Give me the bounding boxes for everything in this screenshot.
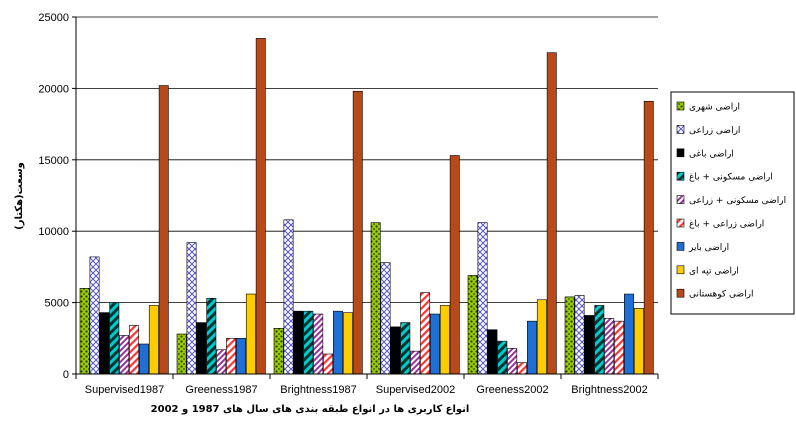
- legend-swatch: [676, 101, 685, 111]
- bars: [79, 38, 654, 375]
- bar: [643, 100, 654, 375]
- bar: [517, 362, 528, 375]
- bar: [527, 320, 537, 375]
- bar: [333, 310, 343, 375]
- legend-label: اراضی تپه ای: [689, 266, 739, 276]
- y-tick-label: 10000: [38, 226, 69, 238]
- bar: [497, 340, 508, 375]
- bar: [536, 299, 547, 375]
- bar: [467, 275, 478, 375]
- legend-box: [670, 91, 795, 315]
- bar: [255, 38, 266, 375]
- x-tick-label: Brightness2002: [571, 384, 647, 396]
- bar: [186, 242, 197, 375]
- x-tick-label: Greeness2002: [476, 384, 548, 396]
- x-tick-label: Brightness1987: [280, 384, 356, 396]
- bar: [410, 350, 421, 375]
- bar: [119, 335, 130, 375]
- legend-swatch: [676, 265, 685, 275]
- bar: [176, 333, 187, 375]
- legend-swatch: [676, 288, 685, 298]
- bar: [430, 313, 440, 375]
- bar: [99, 312, 110, 375]
- bar: [158, 85, 169, 375]
- legend-label: اراضی زراعی: [689, 126, 740, 136]
- x-axis-title: انواع کاربری ها در انواع طبقه بندی های س…: [151, 404, 470, 415]
- bar: [594, 305, 605, 375]
- x-tick-label: Supervised2002: [376, 384, 456, 396]
- legend-swatch: [676, 218, 685, 228]
- bar: [507, 347, 518, 375]
- bar: [487, 329, 498, 375]
- y-axis-ticks: 0 5000 10000 15000 20000 25000: [38, 12, 76, 381]
- bar: [216, 349, 227, 375]
- bar: [303, 310, 314, 375]
- bar: [352, 90, 363, 375]
- bar: [313, 313, 324, 375]
- legend: اراضی شهری اراضی زراعی اراضی باغی اراضی مسک…: [670, 91, 795, 315]
- bar: [293, 310, 304, 375]
- bar: [148, 305, 159, 375]
- bar: [370, 222, 381, 375]
- bar: [206, 298, 217, 375]
- bar: [574, 295, 585, 375]
- bar: [139, 343, 149, 375]
- bar: [323, 353, 334, 375]
- legend-label: اراضی شهری: [689, 103, 740, 113]
- legend-swatch: [676, 195, 685, 204]
- legend-swatch: [676, 148, 685, 158]
- x-tick-label: Supervised1987: [85, 384, 165, 396]
- legend-swatch: [676, 125, 685, 134]
- bar: [400, 322, 411, 375]
- bar: [633, 308, 644, 375]
- y-axis-title: وسعت(هکتار): [14, 162, 25, 230]
- bar: [449, 155, 460, 375]
- bar: [109, 302, 120, 375]
- bar: [624, 293, 634, 375]
- legend-swatch: [676, 242, 685, 251]
- y-tick-label: 15000: [38, 155, 69, 167]
- legend-label: اراضی مسکونی + باغ: [689, 173, 773, 183]
- y-tick-label: 25000: [38, 12, 69, 24]
- bar: [614, 320, 625, 375]
- y-tick-label: 20000: [38, 83, 69, 95]
- bar: [584, 315, 595, 375]
- bar: [273, 328, 284, 375]
- bar: [236, 337, 246, 375]
- bar: [546, 52, 557, 375]
- bar: [129, 325, 140, 375]
- bar: [390, 326, 401, 375]
- bar: [439, 305, 450, 375]
- y-tick-label: 5000: [45, 298, 69, 310]
- legend-label: اراضی کوهستانی: [689, 290, 754, 300]
- legend-label: اراضی مسکونی + زراعی: [689, 196, 786, 206]
- legend-swatch: [676, 171, 685, 181]
- x-axis-ticks: Supervised1987 Greeness1987 Brightness1987…: [75, 374, 659, 396]
- bar: [564, 296, 575, 375]
- x-tick-label: Greeness1987: [185, 384, 257, 396]
- bar: [226, 337, 237, 375]
- bar: [380, 262, 391, 375]
- bar: [196, 322, 207, 375]
- legend-label: اراضی زراعی + باغ: [689, 220, 764, 230]
- legend-label: اراضی باغی: [689, 149, 734, 159]
- bar: [604, 318, 615, 375]
- bar: [477, 222, 488, 375]
- y-tick-label: 0: [63, 369, 69, 381]
- bar: [89, 256, 100, 375]
- bar: [342, 312, 353, 375]
- bar: [420, 292, 431, 375]
- bar: [245, 293, 256, 375]
- bar: [79, 288, 90, 375]
- bar: [283, 219, 294, 375]
- legend-label: اراضی بایر: [688, 243, 729, 253]
